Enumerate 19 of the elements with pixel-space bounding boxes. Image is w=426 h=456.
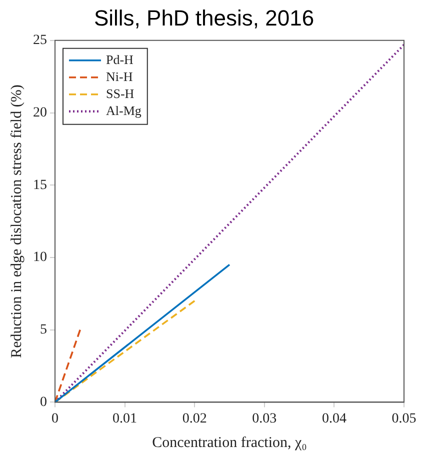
chart-title: Sills, PhD thesis, 2016: [94, 5, 314, 30]
y-tick-label: 5: [40, 322, 47, 338]
y-axis-title: Reduction in edge dislocation stress field (%): [8, 84, 25, 358]
legend-label: SS-H: [106, 86, 134, 101]
x-tick-label: 0.01: [112, 411, 138, 426]
y-tick-label: 0: [40, 394, 47, 410]
x-tick-label: 0.04: [322, 411, 346, 426]
x-tick-label: 0: [52, 411, 58, 426]
legend-label: Al-Mg: [106, 102, 142, 118]
y-tick-label: 10: [33, 250, 47, 266]
legend-label: Ni-H: [106, 68, 133, 84]
y-tick-label: 15: [33, 178, 47, 193]
x-tick-label: 0.03: [252, 411, 277, 426]
x-tick-label: 0.02: [182, 411, 207, 426]
x-tick-label: 0.05: [392, 411, 416, 426]
y-tick-label: 25: [33, 33, 47, 48]
legend-label: Pd-H: [106, 52, 134, 67]
y-tick-label: 20: [33, 105, 47, 120]
x-axis-title: Concentration fraction, χ₀: [152, 434, 307, 451]
